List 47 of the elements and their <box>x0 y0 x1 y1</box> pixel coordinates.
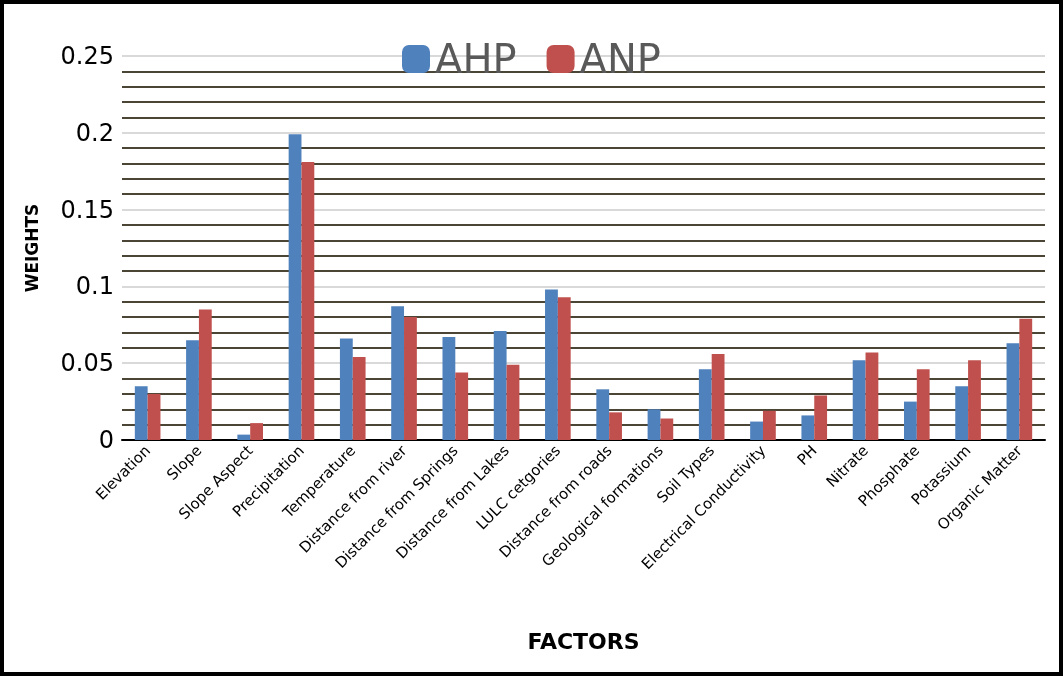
bar <box>493 330 507 440</box>
bar <box>186 340 199 440</box>
bar <box>955 386 969 440</box>
bar <box>750 421 763 440</box>
bar <box>814 395 828 440</box>
bar <box>916 369 930 440</box>
bar <box>711 353 725 440</box>
bar <box>147 393 161 440</box>
bar <box>1019 318 1033 440</box>
bar <box>609 412 622 440</box>
bar <box>391 306 405 440</box>
y-axis-title: WEIGHTS <box>21 203 42 293</box>
legend-label: ANP <box>579 36 661 82</box>
y-tick-label: 0.1 <box>75 272 114 301</box>
legend-label: AHP <box>435 36 517 82</box>
bar <box>339 338 353 440</box>
bar <box>762 410 776 440</box>
bar <box>801 415 815 440</box>
bar <box>545 289 558 440</box>
bar <box>198 309 212 440</box>
bar <box>865 352 879 440</box>
bar <box>852 360 866 440</box>
bar <box>647 409 661 440</box>
bar <box>288 134 302 440</box>
bar <box>557 297 571 440</box>
bar <box>1006 343 1020 440</box>
bar <box>134 386 148 440</box>
y-tick-label: 0.2 <box>75 118 114 147</box>
y-tick-label: 0.15 <box>60 195 114 224</box>
bar <box>660 418 674 440</box>
bar <box>404 317 417 440</box>
y-tick-label: 0.25 <box>60 42 114 70</box>
x-tick-label: PH <box>793 441 821 469</box>
bar <box>352 357 366 440</box>
bar <box>596 389 610 440</box>
bar <box>237 434 251 440</box>
bar <box>301 161 315 440</box>
bar <box>250 423 264 440</box>
bar <box>506 364 520 440</box>
x-axis-title: FACTORS <box>527 628 640 654</box>
y-tick-label: 0.05 <box>60 349 114 378</box>
bar <box>455 372 469 440</box>
bar <box>442 337 456 440</box>
y-tick-label: 0 <box>98 426 114 454</box>
bar <box>903 401 917 440</box>
bar <box>968 360 981 440</box>
bar <box>698 369 712 440</box>
